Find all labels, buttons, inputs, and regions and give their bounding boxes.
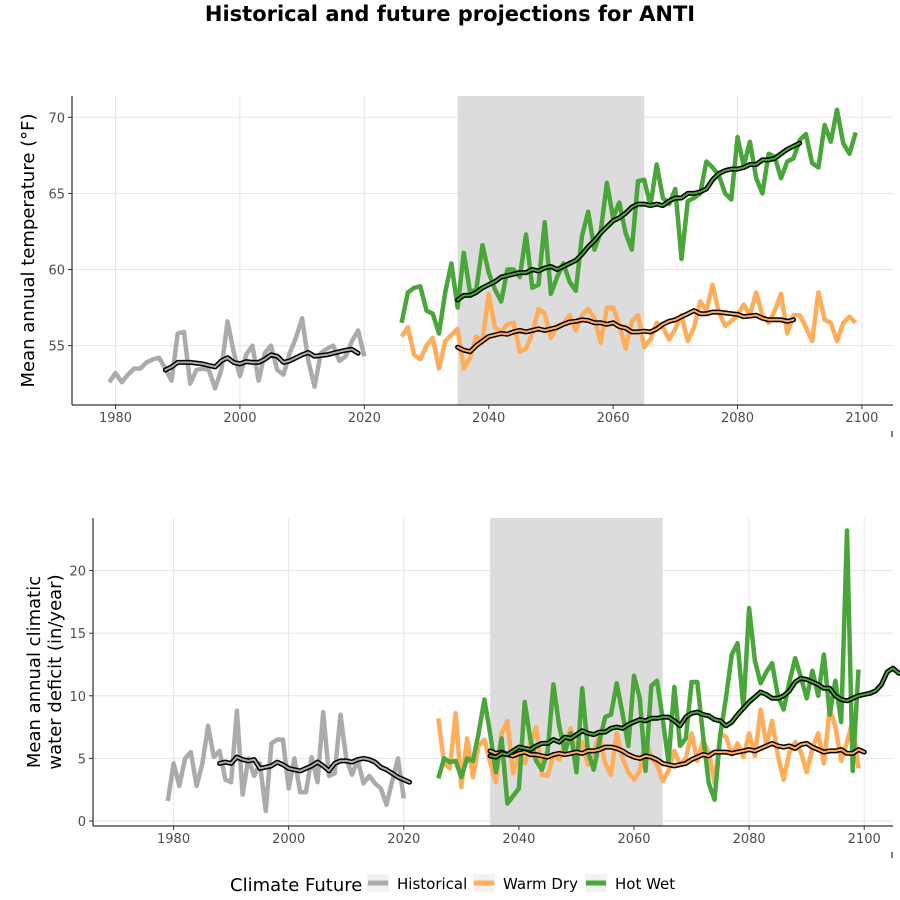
figure-title: Historical and future projections for AN… bbox=[204, 2, 696, 26]
series-line-hot_wet bbox=[436, 528, 861, 806]
legend-label: Warm Dry bbox=[503, 875, 578, 893]
y-tick-label: 20 bbox=[69, 565, 86, 580]
shaded-period bbox=[490, 518, 663, 826]
y-tick-label: 0 bbox=[78, 815, 86, 830]
x-tick-label: 2080 bbox=[733, 832, 766, 847]
series-line-smooth_hw bbox=[456, 142, 801, 301]
x-tick-label: 2000 bbox=[272, 832, 305, 847]
legend-label: Historical bbox=[397, 875, 467, 893]
series-line-smooth_wd bbox=[456, 309, 795, 353]
x-tick-label: 2060 bbox=[597, 411, 630, 426]
series-line-warm_dry bbox=[399, 282, 858, 371]
x-tick-label: 1980 bbox=[157, 832, 190, 847]
x-tick-label: 2000 bbox=[223, 411, 256, 426]
y-axis-label: Mean annual climaticwater deficit (in/ye… bbox=[24, 574, 66, 769]
x-tick-label: 2060 bbox=[617, 832, 650, 847]
series-line-smooth_wd bbox=[489, 742, 866, 767]
x-tick-label: 2020 bbox=[387, 832, 420, 847]
y-axis-label-line: Mean annual climatic bbox=[24, 576, 45, 768]
x-tick-label: 2040 bbox=[502, 832, 535, 847]
x-tick-label: 2020 bbox=[348, 411, 381, 426]
y-tick-label: 5 bbox=[78, 752, 86, 767]
y-tick-label: 60 bbox=[48, 264, 65, 279]
series-line-smooth_hist bbox=[164, 348, 360, 371]
y-tick-label: 15 bbox=[69, 627, 86, 642]
series-line-hot_wet bbox=[399, 107, 858, 336]
legend-label: Hot Wet bbox=[615, 875, 675, 893]
series-line-smooth_hw bbox=[489, 667, 900, 759]
y-tick-label: 65 bbox=[48, 187, 65, 202]
y-tick-label: 70 bbox=[48, 111, 65, 126]
legend-title: Climate Future bbox=[230, 875, 362, 896]
legend: Climate Future Historical Warm Dry Hot Wet bbox=[230, 874, 675, 896]
water-deficit-panel: 1980 2000 2020 2040 2060 2080 210005101520Mean… bbox=[24, 518, 900, 858]
x-tick-label: 2100 bbox=[845, 411, 878, 426]
x-tick-label: 2080 bbox=[721, 411, 754, 426]
y-axis-label-line: water deficit (in/year) bbox=[45, 574, 66, 769]
x-tick-label: 2100 bbox=[848, 832, 881, 847]
y-tick-label: 55 bbox=[48, 340, 65, 355]
temperature-panel: 1980 2000 2020 2040 2060 2080 2100 55 60 65 70 Mean… bbox=[18, 96, 893, 437]
x-tick-label: 2040 bbox=[472, 411, 505, 426]
y-axis-label: Mean annual temperature (°F) bbox=[18, 113, 39, 387]
shaded-period bbox=[457, 96, 645, 405]
series-line-smooth_hist bbox=[218, 756, 411, 784]
x-tick-label: 1980 bbox=[99, 411, 132, 426]
y-tick-label: 10 bbox=[69, 690, 86, 705]
